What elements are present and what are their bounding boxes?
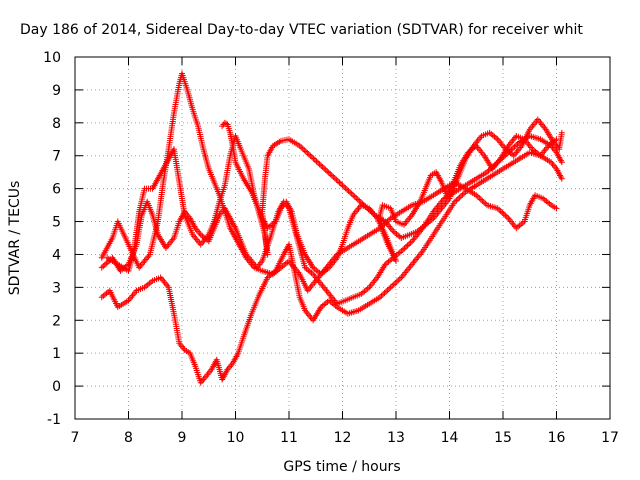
data-point-marker [558, 129, 565, 136]
x-tick-label: 10 [227, 430, 245, 446]
x-tick-label: 16 [548, 430, 566, 446]
y-tick-label: 1 [52, 346, 61, 362]
chart-title: Day 186 of 2014, Sidereal Day-to-day VTE… [20, 22, 583, 38]
y-tick-label: 2 [52, 313, 61, 329]
y-tick-label: 8 [52, 116, 61, 132]
plot-border [74, 56, 611, 420]
x-axis-label: GPS time / hours [283, 459, 400, 475]
y-tick-label: 10 [43, 50, 61, 66]
data-point-marker [558, 159, 565, 166]
ticks [74, 56, 611, 420]
x-tick-label: 11 [280, 430, 298, 446]
series-track-b [98, 149, 565, 386]
x-tick-label: 13 [387, 430, 405, 446]
x-tick-label: 12 [334, 430, 352, 446]
y-tick-label: 6 [52, 182, 61, 198]
data-point-marker [553, 205, 560, 212]
x-tick-label: 15 [494, 430, 512, 446]
x-tick-label: 8 [124, 430, 133, 446]
data-points [98, 70, 565, 386]
y-tick-label: -1 [47, 412, 61, 428]
y-tick-label: 7 [52, 149, 61, 165]
series-track-e [219, 119, 560, 278]
y-tick-labels: -1 0 1 2 3 4 5 6 7 8 9 10 [43, 50, 61, 428]
x-tick-label: 14 [441, 430, 459, 446]
x-tick-labels: 7 8 9 10 11 12 13 14 15 16 17 [71, 430, 619, 446]
y-tick-label: 0 [52, 379, 61, 395]
y-tick-label: 9 [52, 83, 61, 99]
y-tick-label: 5 [52, 215, 61, 231]
x-tick-label: 9 [178, 430, 187, 446]
y-tick-label: 3 [52, 280, 61, 296]
y-tick-label: 4 [52, 247, 61, 263]
x-tick-label: 7 [71, 430, 80, 446]
data-point-marker [553, 136, 560, 143]
data-point-marker [558, 175, 565, 182]
y-axis-label: SDTVAR / TECUs [7, 181, 23, 296]
x-tick-label: 17 [601, 430, 619, 446]
